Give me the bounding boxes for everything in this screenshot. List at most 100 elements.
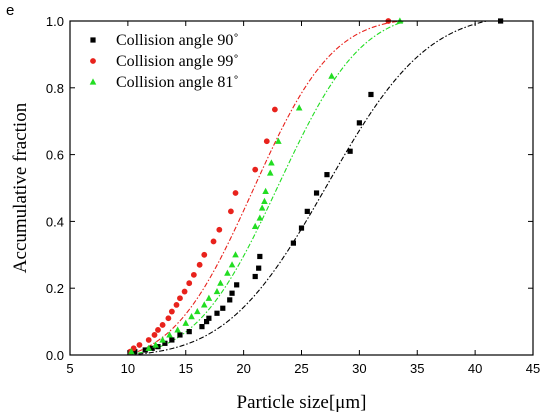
data-point-2 bbox=[216, 226, 223, 233]
x-tick-label: 30 bbox=[352, 361, 366, 376]
x-tick-label: 35 bbox=[410, 361, 424, 376]
panel-letter: e bbox=[6, 2, 15, 19]
y-axis-title: Accumulative fraction bbox=[10, 102, 31, 273]
legend-label-3: Collision angle 81˚ bbox=[116, 74, 239, 91]
data-point-2 bbox=[165, 315, 172, 322]
data-point-3 bbox=[128, 348, 135, 355]
data-point-1 bbox=[256, 265, 262, 271]
legend-label-2: Collision angle 99˚ bbox=[116, 53, 239, 70]
data-point-3 bbox=[200, 301, 208, 308]
data-point-1 bbox=[347, 148, 353, 154]
legend-marker-3 bbox=[89, 78, 97, 85]
data-point-3 bbox=[268, 159, 275, 166]
x-tick-label: 40 bbox=[468, 361, 482, 376]
data-point-3 bbox=[152, 341, 159, 348]
data-points bbox=[127, 17, 504, 355]
data-point-2 bbox=[210, 238, 217, 245]
data-point-3 bbox=[205, 294, 213, 301]
data-point-1 bbox=[220, 305, 226, 311]
data-point-1 bbox=[169, 337, 175, 343]
x-tick-label: 25 bbox=[294, 361, 308, 376]
x-tick-label: 45 bbox=[526, 361, 540, 376]
y-tick-label: 0.8 bbox=[46, 81, 64, 96]
y-tick-label: 0.6 bbox=[46, 148, 64, 163]
data-point-1 bbox=[356, 120, 362, 126]
data-point-3 bbox=[275, 137, 282, 144]
data-point-2 bbox=[232, 190, 239, 196]
fit-curves bbox=[127, 20, 487, 356]
x-axis-ticks: 5 10 15 20 25 30 35 40 45 bbox=[66, 21, 540, 376]
data-point-1 bbox=[234, 282, 240, 288]
data-point-1 bbox=[313, 190, 320, 196]
y-tick-label: 0.4 bbox=[46, 214, 64, 229]
data-point-3 bbox=[258, 204, 266, 211]
data-point-1 bbox=[304, 208, 310, 214]
data-point-2 bbox=[201, 251, 208, 258]
data-point-3 bbox=[224, 269, 231, 276]
data-point-2 bbox=[196, 261, 203, 268]
data-point-1 bbox=[206, 315, 212, 321]
data-point-2 bbox=[136, 342, 143, 348]
data-point-1 bbox=[290, 240, 296, 246]
data-point-3 bbox=[261, 197, 268, 204]
data-point-1 bbox=[177, 332, 183, 338]
data-point-2 bbox=[190, 271, 197, 278]
data-point-3 bbox=[174, 326, 181, 333]
legend-marker-1 bbox=[90, 37, 96, 43]
data-point-3 bbox=[256, 214, 264, 221]
data-point-2 bbox=[263, 138, 270, 145]
data-point-1 bbox=[324, 172, 330, 178]
data-point-2 bbox=[252, 166, 259, 173]
data-point-2 bbox=[159, 322, 166, 328]
data-point-3 bbox=[159, 336, 166, 343]
data-point-2 bbox=[227, 208, 234, 215]
data-point-3 bbox=[188, 312, 195, 320]
data-point-1 bbox=[149, 345, 155, 351]
data-point-1 bbox=[203, 319, 210, 325]
data-point-1 bbox=[298, 225, 305, 231]
x-axis-title: Particle size[μm] bbox=[237, 392, 367, 413]
x-tick-label: 10 bbox=[121, 361, 135, 376]
data-point-3 bbox=[232, 251, 239, 258]
y-tick-label: 1.0 bbox=[46, 14, 64, 29]
data-point-1 bbox=[142, 347, 148, 353]
data-point-1 bbox=[227, 297, 233, 303]
data-point-1 bbox=[252, 273, 258, 280]
data-point-1 bbox=[132, 349, 138, 355]
data-point-3 bbox=[194, 307, 201, 315]
data-point-3 bbox=[295, 104, 303, 111]
fit-curve-2 bbox=[127, 20, 400, 356]
x-tick-label: 20 bbox=[236, 361, 250, 376]
data-point-2 bbox=[168, 308, 175, 315]
data-point-3 bbox=[262, 187, 269, 194]
data-point-3 bbox=[166, 331, 173, 338]
data-point-2 bbox=[271, 106, 278, 113]
data-point-2 bbox=[181, 288, 188, 295]
y-tick-label: 0.0 bbox=[46, 348, 64, 363]
data-point-1 bbox=[199, 324, 205, 330]
data-point-1 bbox=[214, 310, 220, 316]
fit-curve-3 bbox=[127, 20, 406, 356]
y-axis-ticks: 0.0 0.2 0.4 0.6 0.8 1.0 bbox=[46, 14, 533, 363]
x-tick-label: 5 bbox=[66, 361, 73, 376]
data-point-1 bbox=[186, 329, 192, 335]
data-point-3 bbox=[217, 279, 224, 286]
data-point-2 bbox=[173, 302, 180, 308]
data-point-3 bbox=[228, 261, 236, 268]
legend-label-1: Collision angle 90˚ bbox=[116, 32, 239, 49]
data-point-1 bbox=[257, 253, 263, 260]
fit-curve-1 bbox=[127, 20, 487, 356]
plot-frame bbox=[69, 20, 534, 356]
data-point-1 bbox=[368, 91, 374, 98]
data-point-2 bbox=[186, 280, 193, 287]
legend: Collision angle 90˚ Collision angle 99˚ Co… bbox=[89, 32, 239, 91]
data-point-3 bbox=[328, 72, 335, 79]
data-point-3 bbox=[266, 169, 274, 176]
legend-marker-2 bbox=[90, 58, 96, 64]
data-point-3 bbox=[213, 287, 221, 295]
x-tick-label: 15 bbox=[179, 361, 193, 376]
data-point-3 bbox=[182, 319, 190, 326]
y-tick-label: 0.2 bbox=[46, 281, 64, 296]
data-point-3 bbox=[145, 344, 153, 351]
